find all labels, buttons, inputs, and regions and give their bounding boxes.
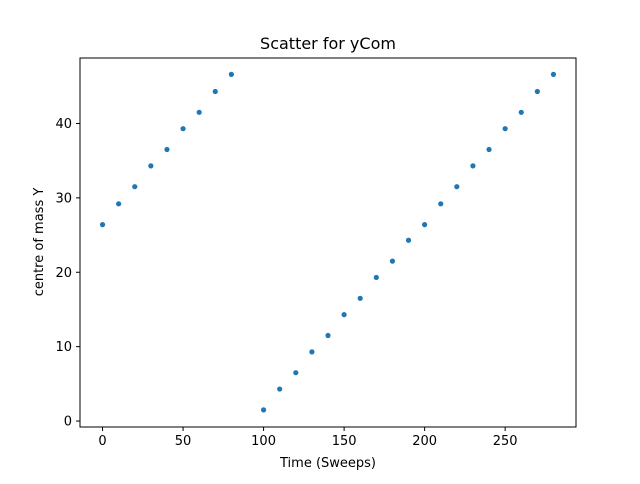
plot-area: [80, 58, 576, 427]
axes-frame: [79, 57, 577, 428]
data-point: [518, 109, 524, 115]
data-point: [470, 163, 476, 169]
data-point: [357, 295, 363, 301]
data-point: [309, 349, 315, 355]
data-point: [116, 201, 122, 207]
y-tick-label: 10: [55, 340, 72, 355]
y-tick-label: 0: [64, 415, 72, 430]
x-tick-label: 0: [98, 434, 106, 449]
x-tick-label: 250: [493, 434, 518, 449]
data-point: [550, 71, 557, 77]
data-points: [99, 71, 557, 413]
data-point: [196, 109, 202, 115]
y-tick-label: 40: [55, 117, 72, 132]
data-point: [260, 407, 267, 413]
y-axis-label: centre of mass Y: [32, 188, 47, 297]
data-point: [99, 222, 106, 228]
data-point: [164, 146, 170, 153]
data-point: [422, 222, 428, 228]
data-point: [373, 274, 379, 281]
x-tick-label: 50: [175, 434, 192, 449]
data-point: [293, 370, 299, 376]
data-point: [405, 237, 412, 243]
data-point: [389, 258, 396, 264]
chart-title: Scatter for yCom: [260, 34, 396, 53]
axis-ticks: 0 50 100 150 200 250 0 10 20 30 40: [55, 117, 517, 449]
data-point: [212, 88, 218, 95]
data-point: [438, 201, 444, 207]
data-point: [341, 312, 347, 318]
y-tick-label: 20: [55, 266, 72, 281]
y-tick-label: 30: [55, 191, 72, 206]
data-point: [486, 146, 492, 153]
data-point: [502, 126, 508, 132]
data-point: [534, 88, 540, 95]
x-tick-label: 150: [332, 434, 357, 449]
x-tick-label: 100: [251, 434, 276, 449]
data-point: [325, 332, 331, 339]
data-point: [454, 184, 460, 190]
data-point: [180, 126, 186, 132]
data-point: [132, 184, 138, 190]
data-point: [228, 71, 234, 77]
x-tick-label: 200: [412, 434, 437, 449]
data-point: [277, 386, 283, 392]
x-axis-label: Time (Sweeps): [279, 456, 376, 471]
data-point: [148, 163, 154, 169]
